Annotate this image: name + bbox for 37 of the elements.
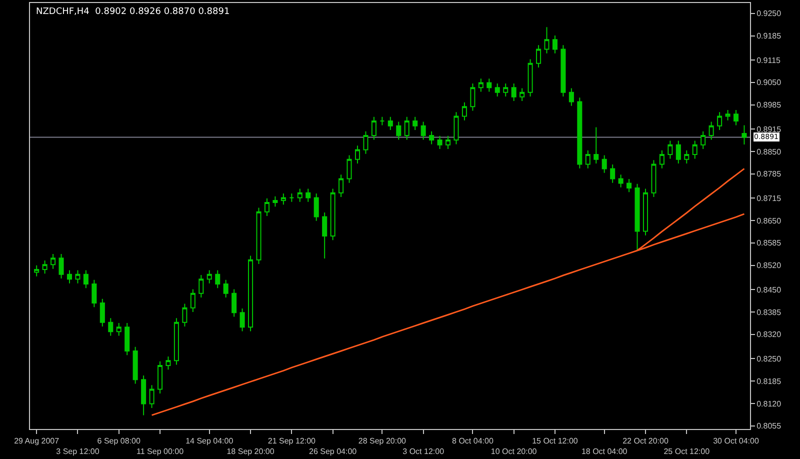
y-tick-label: 0.8120 bbox=[756, 399, 782, 408]
x-tick-label: 22 Oct 20:00 bbox=[622, 436, 669, 446]
x-tick-label: 18 Sep 20:00 bbox=[226, 447, 275, 456]
y-tick-label: 0.9250 bbox=[756, 9, 782, 18]
y-tick-label: 0.8250 bbox=[756, 354, 782, 364]
y-tick-label: 0.8055 bbox=[756, 422, 782, 431]
x-tick-label: 11 Sep 00:00 bbox=[136, 447, 184, 456]
y-tick-label: 0.8715 bbox=[756, 194, 782, 203]
y-tick-label: 0.8585 bbox=[756, 238, 782, 248]
x-tick-label: 14 Sep 04:00 bbox=[186, 436, 234, 446]
y-tick-label: 0.8450 bbox=[756, 285, 782, 294]
y-tick-label: 0.9185 bbox=[756, 32, 782, 41]
x-tick-label: 10 Oct 20:00 bbox=[490, 447, 538, 456]
x-tick-label: 18 Oct 04:00 bbox=[581, 447, 628, 456]
x-tick-label: 3 Sep 12:00 bbox=[56, 447, 100, 456]
y-tick-label: 0.9050 bbox=[756, 78, 782, 88]
x-tick-label: 28 Sep 20:00 bbox=[358, 436, 407, 446]
x-tick-label: 26 Sep 04:00 bbox=[309, 447, 358, 456]
y-tick-label: 0.8520 bbox=[756, 261, 782, 270]
y-tick-label: 0.8650 bbox=[756, 216, 782, 226]
x-tick-label: 15 Oct 12:00 bbox=[532, 436, 578, 446]
x-tick-label: 8 Oct 04:00 bbox=[452, 436, 494, 446]
y-tick-label: 0.8785 bbox=[756, 170, 782, 179]
y-tick-label: 0.8185 bbox=[756, 376, 782, 386]
x-tick-label: 21 Sep 12:00 bbox=[268, 436, 316, 446]
y-tick-label: 0.8915 bbox=[756, 124, 782, 134]
x-tick-label: 3 Oct 12:00 bbox=[402, 447, 445, 456]
y-tick-label: 0.8320 bbox=[756, 330, 782, 340]
y-tick-label: 0.9115 bbox=[756, 56, 782, 65]
x-tick-label: 6 Sep 08:00 bbox=[97, 436, 141, 446]
x-tick-label: 25 Oct 12:00 bbox=[664, 447, 710, 456]
x-tick-label: 29 Aug 2007 bbox=[14, 436, 60, 446]
chart-title: NZDCHF,H4 0.8902 0.8926 0.8870 0.8891 bbox=[36, 7, 230, 17]
y-tick-label: 0.8385 bbox=[756, 308, 782, 317]
x-tick-label: 30 Oct 04:00 bbox=[713, 436, 760, 446]
y-tick-label: 0.8985 bbox=[756, 100, 782, 110]
y-tick-label: 0.8850 bbox=[756, 147, 782, 156]
